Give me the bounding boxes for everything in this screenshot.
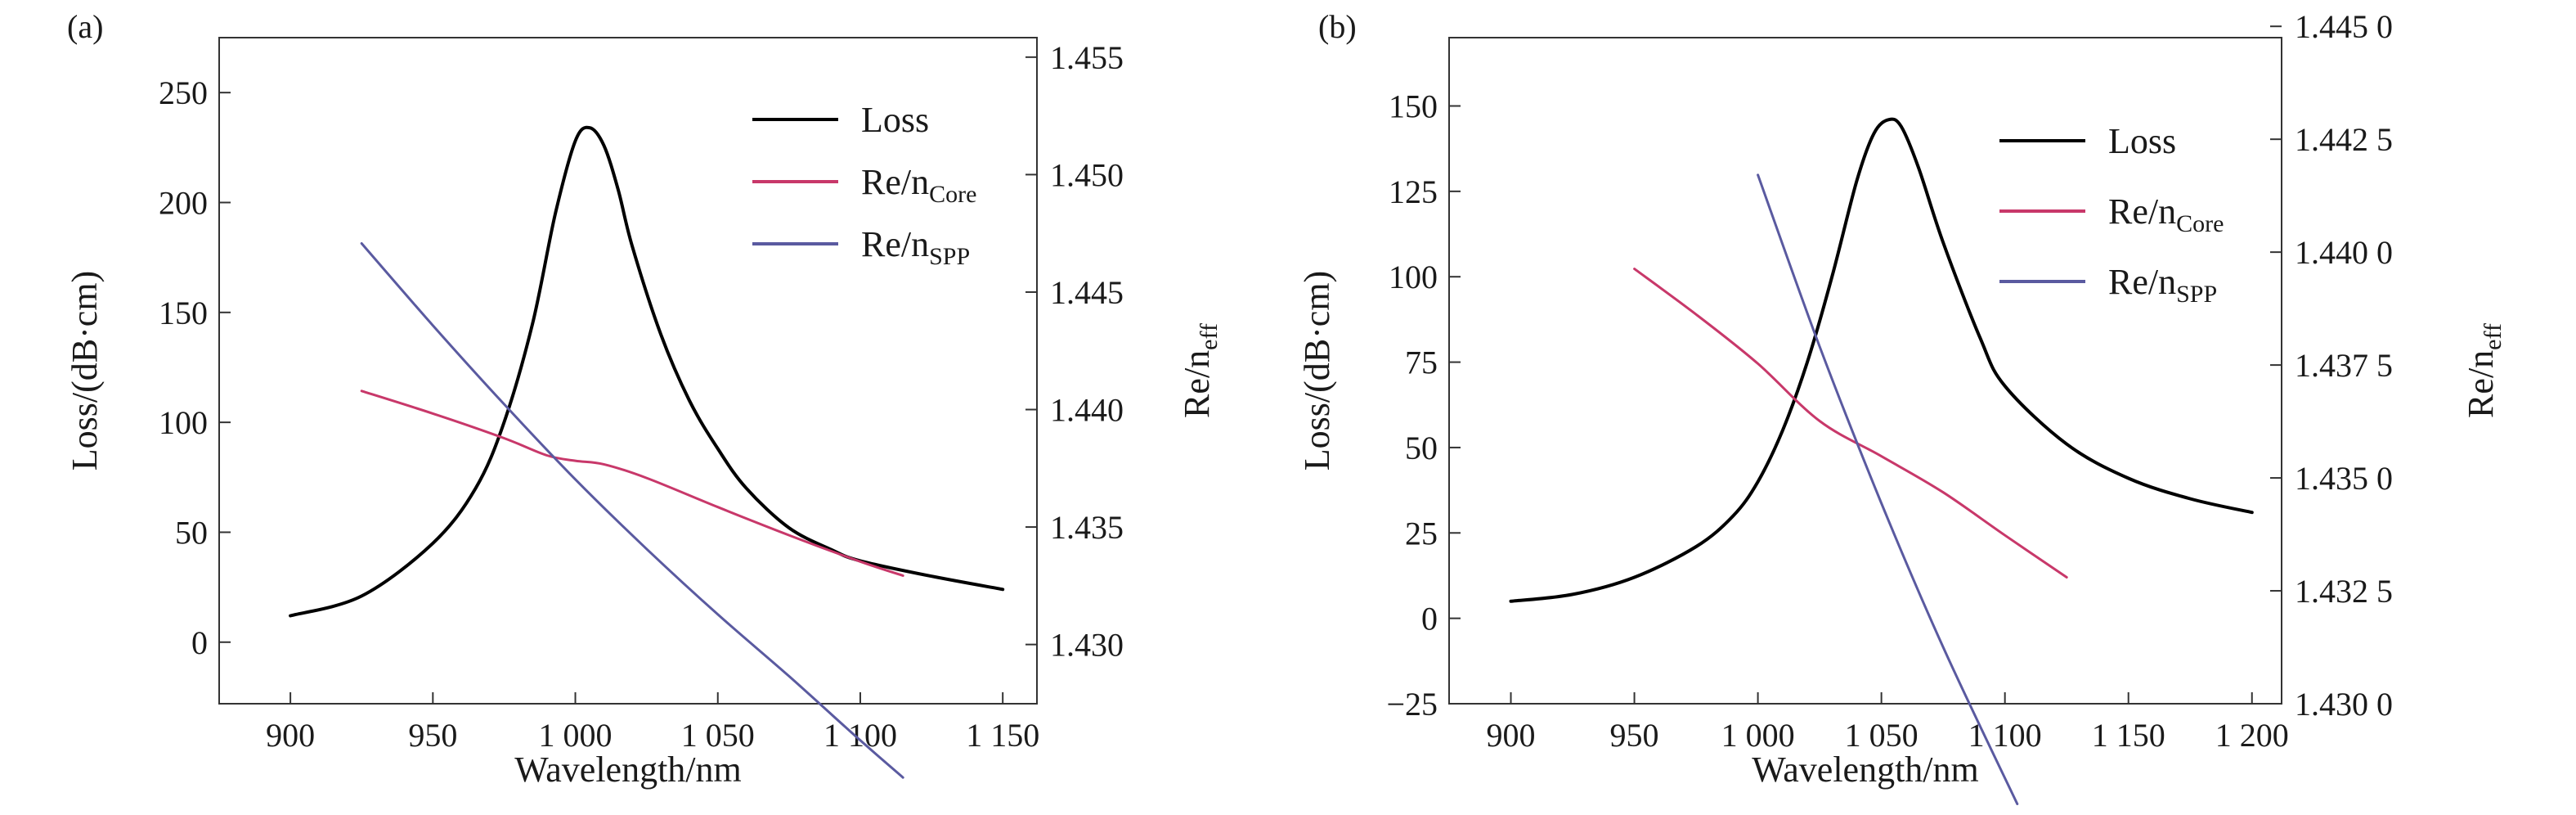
y2-tick-label: 1.430 0 <box>2295 686 2393 723</box>
series-line-re-ncore <box>360 389 904 577</box>
legend-label: Re/nCore <box>2108 191 2224 237</box>
legend-label-main: Re/n <box>2108 191 2176 232</box>
plot-frame <box>218 37 1038 705</box>
x-tick-label: 1 100 <box>824 717 897 754</box>
series-line-loss <box>1509 117 2254 603</box>
x-tick-label: 1 050 <box>1845 717 1919 754</box>
series-line-loss <box>289 125 1005 618</box>
x-tick-label: 1 200 <box>2215 717 2289 754</box>
y2-tick-label: 1.435 0 <box>2295 460 2393 497</box>
legend-label-main: Loss <box>861 100 929 140</box>
legend-label-main: Re/n <box>2108 262 2176 302</box>
y2-tick-label: 1.440 <box>1050 392 1124 429</box>
y2-tick-label: 1.455 <box>1050 39 1124 76</box>
x-tick-label: 1 000 <box>1721 717 1795 754</box>
legend-label-main: Loss <box>2108 121 2176 161</box>
plot-frame <box>1448 37 2282 705</box>
y-tick-label: 100 <box>159 404 208 441</box>
y-tick-label: 250 <box>159 74 208 111</box>
y-tick-label: 200 <box>159 184 208 221</box>
legend-label: Re/nSPP <box>2108 262 2217 308</box>
x-tick-label: 900 <box>1487 717 1536 754</box>
y2-axis-label-main: Re/n <box>1177 350 1217 418</box>
x-tick-label: 1 050 <box>681 717 755 754</box>
legend-label-sub: SPP <box>2176 281 2217 308</box>
panel-1: (b) 900 950 1 000 1 050 1 100 1 150 1 200 −25 0 25… <box>1297 8 2506 805</box>
y-tick-label: 75 <box>1405 344 1438 381</box>
y2-tick-label: 1.435 <box>1050 509 1124 546</box>
legend-label-sub: SPP <box>929 243 970 270</box>
x-tick-label: 1 150 <box>2092 717 2165 754</box>
y2-tick-label: 1.437 5 <box>2295 347 2393 384</box>
x-tick-label: 950 <box>1610 717 1659 754</box>
y-tick-label: 50 <box>1405 430 1438 466</box>
y-tick-label: −25 <box>1386 686 1438 723</box>
y2-tick-label: 1.432 5 <box>2295 573 2393 610</box>
y-tick-label: 25 <box>1405 515 1438 552</box>
y-axis-label: Loss/(dB·cm) <box>1297 271 1337 471</box>
legend-label: Loss <box>861 100 929 140</box>
y-tick-label: 100 <box>1389 259 1438 295</box>
y2-tick-label: 1.450 <box>1050 156 1124 193</box>
y-tick-label: 150 <box>159 295 208 331</box>
legend-label: Re/nCore <box>861 162 976 208</box>
legend-label-main: Re/n <box>861 224 929 264</box>
legend-label-main: Re/n <box>861 162 929 202</box>
legend-label-sub: Core <box>929 181 976 208</box>
x-tick-label: 1 100 <box>1968 717 2042 754</box>
legend-label: Re/nSPP <box>861 224 970 270</box>
x-tick-label: 900 <box>266 717 315 754</box>
y2-axis-label-main: Re/n <box>2461 350 2501 418</box>
y2-tick-label: 1.440 0 <box>2295 234 2393 271</box>
series-line-re-nspp <box>360 242 904 779</box>
y2-tick-label: 1.430 <box>1050 627 1124 664</box>
y-tick-label: 0 <box>191 624 208 661</box>
y2-axis-label-sub: eff <box>1196 323 1223 350</box>
y-tick-label: 150 <box>1389 88 1438 124</box>
series-line-re-ncore <box>1633 268 2068 579</box>
y2-tick-label: 1.442 5 <box>2295 121 2393 158</box>
panel-label: (a) <box>67 8 103 45</box>
series-line-re-nspp <box>1757 173 2019 805</box>
panel-0: (a) 900 950 1 000 1 050 1 100 1 150 0 50 100 150 20… <box>65 8 1223 790</box>
y2-axis-label: Re/neff <box>1177 323 1223 418</box>
y2-tick-label: 1.445 <box>1050 274 1124 311</box>
y-axis-label: Loss/(dB·cm) <box>65 271 105 471</box>
x-axis-label: Wavelength/nm <box>514 750 742 790</box>
x-tick-label: 1 150 <box>966 717 1039 754</box>
y2-axis-label-sub: eff <box>2480 323 2506 350</box>
y2-axis-label: Re/neff <box>2461 323 2506 418</box>
legend-label: Loss <box>2108 121 2176 161</box>
y2-tick-label: 1.445 0 <box>2295 8 2393 45</box>
x-tick-label: 950 <box>408 717 457 754</box>
x-axis-label: Wavelength/nm <box>1752 750 1979 790</box>
panel-label: (b) <box>1318 8 1357 45</box>
x-tick-label: 1 000 <box>539 717 613 754</box>
y-tick-label: 50 <box>175 514 208 551</box>
y-tick-label: 0 <box>1421 601 1438 637</box>
y-tick-label: 125 <box>1389 173 1438 210</box>
legend-label-sub: Core <box>2176 210 2224 237</box>
